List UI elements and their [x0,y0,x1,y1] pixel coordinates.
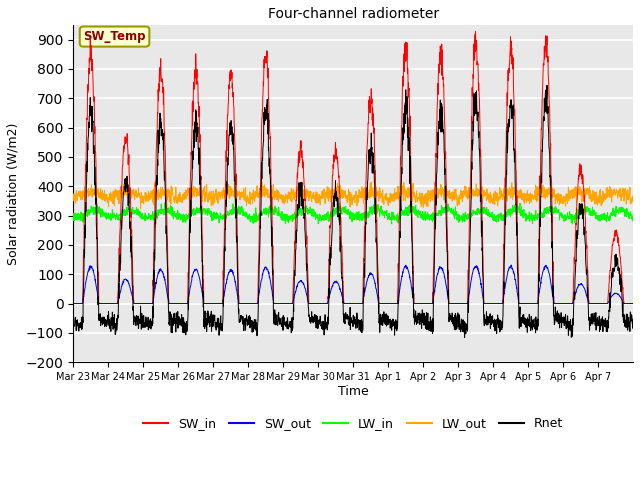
Legend: SW_in, SW_out, LW_in, LW_out, Rnet: SW_in, SW_out, LW_in, LW_out, Rnet [138,412,568,435]
X-axis label: Time: Time [338,384,369,397]
Y-axis label: Solar radiation (W/m2): Solar radiation (W/m2) [7,122,20,264]
Title: Four-channel radiometer: Four-channel radiometer [268,7,438,21]
Text: SW_Temp: SW_Temp [83,30,146,43]
